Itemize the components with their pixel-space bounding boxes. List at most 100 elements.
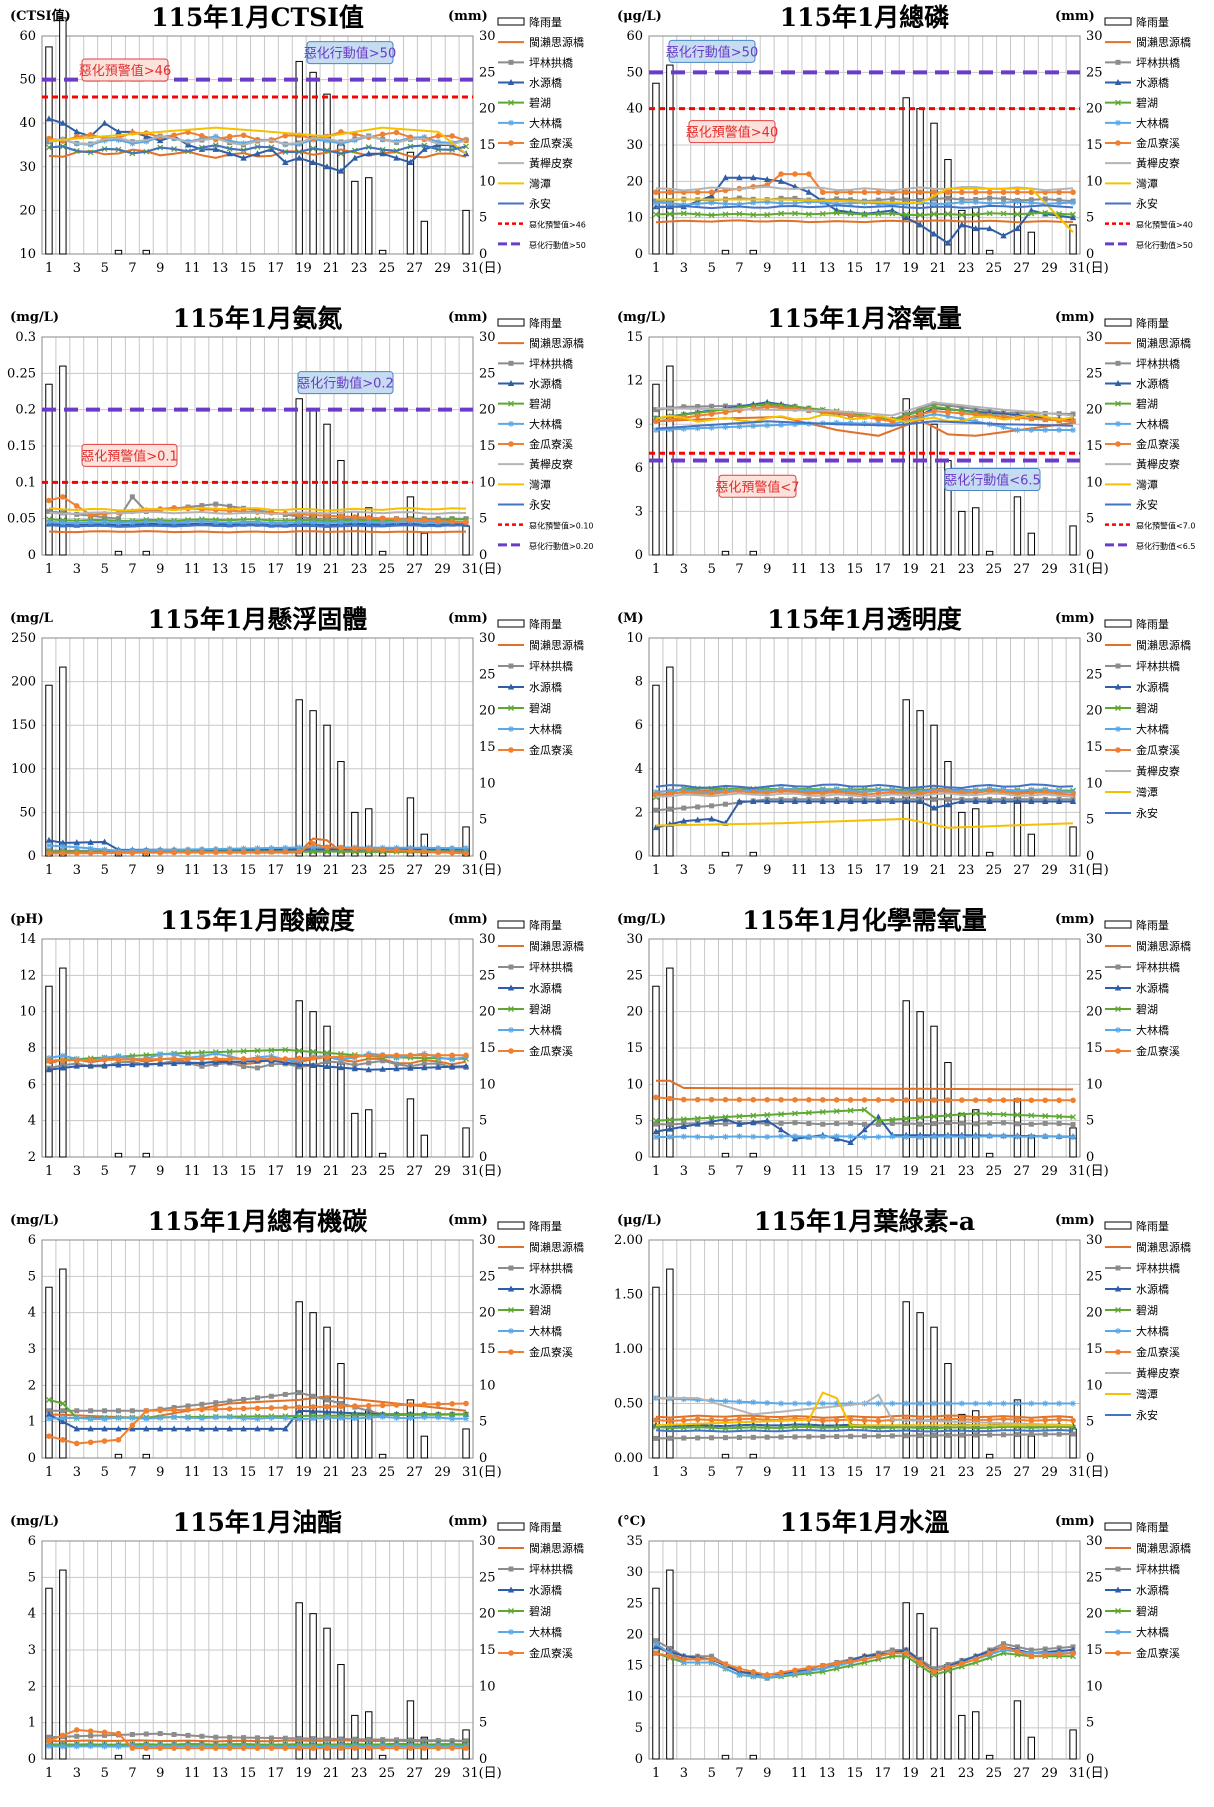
data-point: [46, 497, 52, 504]
data-point: [1000, 210, 1007, 217]
y-tick-label: 250: [11, 631, 36, 646]
data-point: [944, 239, 952, 246]
legend-label: 惡化預警值>40: [1136, 220, 1193, 230]
legend-label: 金瓜寮溪: [529, 1044, 573, 1058]
data-point: [694, 425, 701, 432]
data-point: [421, 1401, 428, 1408]
data-point: [393, 1052, 400, 1059]
data-point: [959, 1120, 965, 1126]
data-point: [184, 518, 191, 525]
y2-tick-label: 10: [479, 1077, 496, 1092]
series-line: [48, 134, 467, 146]
data-point: [986, 1400, 993, 1407]
data-point: [255, 1395, 260, 1401]
data-point: [875, 420, 882, 427]
legend-item-降雨量: 降雨量: [497, 918, 562, 932]
data-point: [792, 1097, 798, 1103]
data-point: [986, 210, 993, 217]
data-point: [226, 1425, 233, 1432]
legend-item-碧湖: 碧湖: [498, 1605, 551, 1618]
data-point: [254, 150, 261, 157]
legend-marker: [1114, 380, 1122, 386]
data-point: [889, 1133, 896, 1140]
y2-axis-unit: (mm): [448, 9, 488, 24]
legend-item-金瓜寮溪: 金瓜寮溪: [498, 437, 573, 451]
data-point: [972, 1133, 979, 1140]
y2-tick-label: 0: [479, 1150, 487, 1165]
data-point: [379, 515, 386, 522]
data-point: [681, 1435, 687, 1441]
data-point: [379, 519, 386, 526]
data-point: [143, 1745, 150, 1751]
data-point: [1014, 1133, 1021, 1140]
x-tick-label: 3: [680, 1465, 688, 1480]
data-point: [394, 1061, 400, 1067]
legend-item-降雨量: 降雨量: [1104, 1219, 1169, 1233]
data-point: [199, 1406, 205, 1413]
data-point: [324, 1059, 330, 1065]
x-tick-label: 21: [323, 1465, 340, 1480]
rain-bar: [721, 550, 730, 556]
data-point: [463, 845, 470, 852]
chart-title: 115年1月懸浮固體: [148, 605, 368, 634]
y-tick-label: 0.50: [614, 1397, 643, 1412]
legend-item-閩瀨思源橋: 閩瀨思源橋: [498, 35, 584, 49]
legend-item-坪林拱橋: 坪林拱橋: [1105, 1261, 1180, 1275]
series-line: [656, 1079, 1073, 1091]
data-point: [681, 805, 687, 811]
legend-item-閩瀨思源橋: 閩瀨思源橋: [1105, 1541, 1191, 1555]
legend-label: 閩瀨思源橋: [529, 638, 584, 652]
rain-bar: [309, 1312, 317, 1459]
data-point: [903, 1400, 910, 1407]
y-tick-label: 0: [635, 1752, 643, 1767]
rain-bar: [323, 1326, 331, 1459]
legend-label: 金瓜寮溪: [529, 136, 573, 150]
data-point: [722, 424, 729, 431]
y-tick-label: 50: [19, 73, 36, 88]
y-tick-label: 10: [19, 1005, 36, 1020]
rain-bar: [378, 1754, 387, 1760]
rain-bar: [958, 510, 966, 556]
data-point: [226, 150, 233, 157]
x-tick-label: 31(日): [462, 562, 502, 577]
data-point: [268, 1745, 275, 1751]
data-point: [764, 422, 771, 429]
legend-label: 閩瀨思源橋: [529, 939, 584, 953]
x-tick-label: 17: [267, 1164, 284, 1179]
data-point: [862, 1121, 867, 1127]
data-point: [722, 1114, 729, 1120]
data-point: [73, 1440, 80, 1447]
legend-label: 閩瀨思源橋: [1136, 1541, 1191, 1555]
data-point: [778, 171, 784, 177]
x-tick-label: 15: [847, 1766, 864, 1781]
data-point: [764, 1399, 771, 1406]
data-point: [709, 803, 715, 809]
x-tick-label: 13: [212, 863, 229, 878]
data-point: [694, 1396, 701, 1403]
y-tick-label: 12: [626, 374, 643, 389]
threshold-callout-act: 惡化行動值>50: [304, 41, 396, 65]
x-tick-label: 27: [1013, 261, 1030, 276]
x-tick-label: 21: [930, 1164, 947, 1179]
x-tick-label: 9: [156, 1164, 164, 1179]
legend-item-坪林拱橋: 坪林拱橋: [1105, 659, 1180, 673]
data-point: [736, 1133, 743, 1140]
legend-item-惡化預警值>0.10: 惡化預警值>0.10: [498, 521, 594, 531]
x-tick-label: 29: [1041, 562, 1058, 577]
x-tick-label: 7: [128, 1766, 136, 1781]
data-point: [421, 1064, 428, 1071]
y2-tick-label: 5: [479, 813, 487, 828]
legend-item-惡化行動值<6.5: 惡化行動值<6.5: [1105, 541, 1195, 551]
data-point: [171, 1413, 178, 1420]
y2-tick-label: 10: [1086, 1679, 1103, 1694]
data-point: [667, 1122, 673, 1128]
data-point: [366, 1736, 372, 1742]
x-tick-label: 13: [819, 261, 836, 276]
chart-panel-9: 0.00 0.50 1.00 1.50 2.00 0 5 10 15 20 25 30 1 3 5 7 9 11 1…: [607, 1204, 1214, 1505]
data-point: [917, 1433, 923, 1439]
rain-bar: [462, 525, 470, 556]
data-point: [87, 1743, 94, 1750]
x-tick-label: 13: [819, 863, 836, 878]
rain-bar: [406, 1399, 415, 1459]
